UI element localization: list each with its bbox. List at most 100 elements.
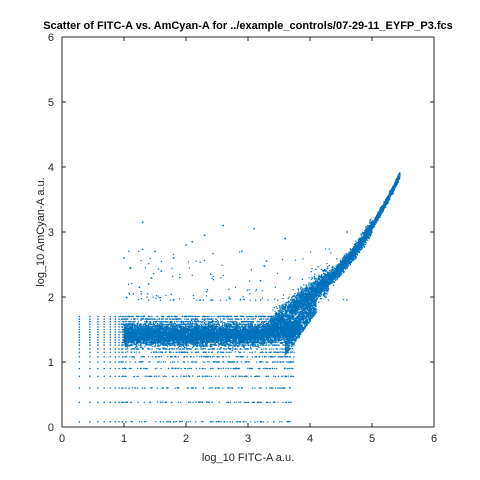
data-point — [158, 375, 160, 377]
data-point — [140, 361, 142, 363]
data-point — [230, 387, 232, 389]
data-point — [264, 367, 266, 370]
data-point — [109, 341, 112, 344]
data-point — [138, 421, 141, 423]
data-point — [200, 401, 202, 403]
data-point — [242, 321, 244, 323]
data-point — [273, 351, 275, 353]
data-point — [212, 318, 214, 320]
data-point — [289, 420, 291, 423]
data-point — [129, 321, 131, 323]
data-point — [211, 367, 213, 370]
data-point — [177, 318, 179, 320]
data-point — [97, 341, 99, 344]
data-point — [121, 344, 124, 346]
data-point — [274, 387, 277, 389]
data-point — [287, 355, 289, 358]
data-point — [169, 351, 171, 354]
data-point — [273, 361, 275, 363]
data-point — [78, 331, 81, 333]
data-point — [175, 315, 177, 318]
data-point — [210, 387, 212, 389]
data-point — [255, 315, 257, 318]
data-point — [89, 401, 91, 404]
data-point — [226, 318, 229, 320]
data-point — [114, 326, 117, 328]
data-point — [235, 367, 238, 370]
data-point — [220, 347, 222, 349]
data-point — [168, 348, 170, 350]
data-point — [289, 355, 291, 358]
data-point — [89, 318, 91, 320]
data-point — [172, 367, 174, 370]
data-point — [265, 387, 268, 389]
data-point — [172, 318, 174, 320]
data-point — [196, 355, 198, 358]
data-point — [114, 328, 117, 331]
data-point — [78, 375, 81, 378]
data-point — [209, 315, 211, 318]
data-point — [176, 320, 178, 323]
data-point — [262, 421, 265, 423]
data-point — [103, 320, 105, 323]
data-point — [140, 356, 142, 358]
data-point — [210, 323, 212, 325]
data-point — [103, 339, 105, 341]
data-point — [156, 315, 158, 318]
data-point — [132, 320, 134, 323]
data-point — [173, 348, 176, 350]
data-point — [118, 356, 120, 358]
data-point — [230, 348, 232, 350]
data-point — [226, 401, 228, 404]
data-point — [97, 351, 99, 354]
data-point — [176, 387, 179, 389]
data-point — [274, 375, 277, 378]
data-point — [146, 367, 148, 370]
data-point — [129, 361, 131, 363]
data-point — [251, 367, 254, 370]
data-point — [97, 323, 99, 326]
data-point — [204, 315, 206, 318]
data-point — [109, 375, 112, 378]
data-point — [263, 356, 266, 358]
data-point — [142, 315, 145, 318]
data-point — [122, 321, 124, 323]
data-point — [222, 387, 224, 389]
data-point — [286, 368, 288, 370]
data-point — [162, 315, 165, 318]
data-point — [256, 323, 259, 325]
data-point — [211, 387, 213, 389]
data-point — [130, 321, 133, 323]
data-point — [293, 356, 295, 358]
data-point — [183, 315, 186, 318]
data-point — [147, 318, 149, 320]
data-point — [201, 316, 204, 318]
data-point — [118, 339, 120, 341]
data-point — [114, 333, 117, 336]
data-point — [271, 367, 273, 369]
data-point — [89, 367, 91, 370]
data-point — [204, 367, 206, 370]
data-point — [267, 401, 269, 403]
data-point — [213, 355, 215, 358]
data-point — [192, 320, 194, 323]
data-point — [132, 348, 135, 350]
data-point — [256, 321, 258, 323]
data-point — [139, 346, 142, 349]
data-point — [154, 351, 156, 353]
data-point — [243, 375, 245, 378]
data-point — [238, 401, 240, 403]
data-point — [182, 361, 184, 363]
data-point — [133, 351, 136, 354]
data-point — [178, 351, 181, 353]
data-point — [243, 351, 245, 354]
data-point — [152, 351, 155, 353]
data-point — [121, 401, 124, 404]
data-point — [130, 348, 132, 350]
data-point — [118, 361, 120, 363]
data-point — [136, 367, 139, 370]
data-point — [254, 421, 256, 423]
data-point — [151, 348, 153, 350]
data-point — [190, 321, 192, 323]
